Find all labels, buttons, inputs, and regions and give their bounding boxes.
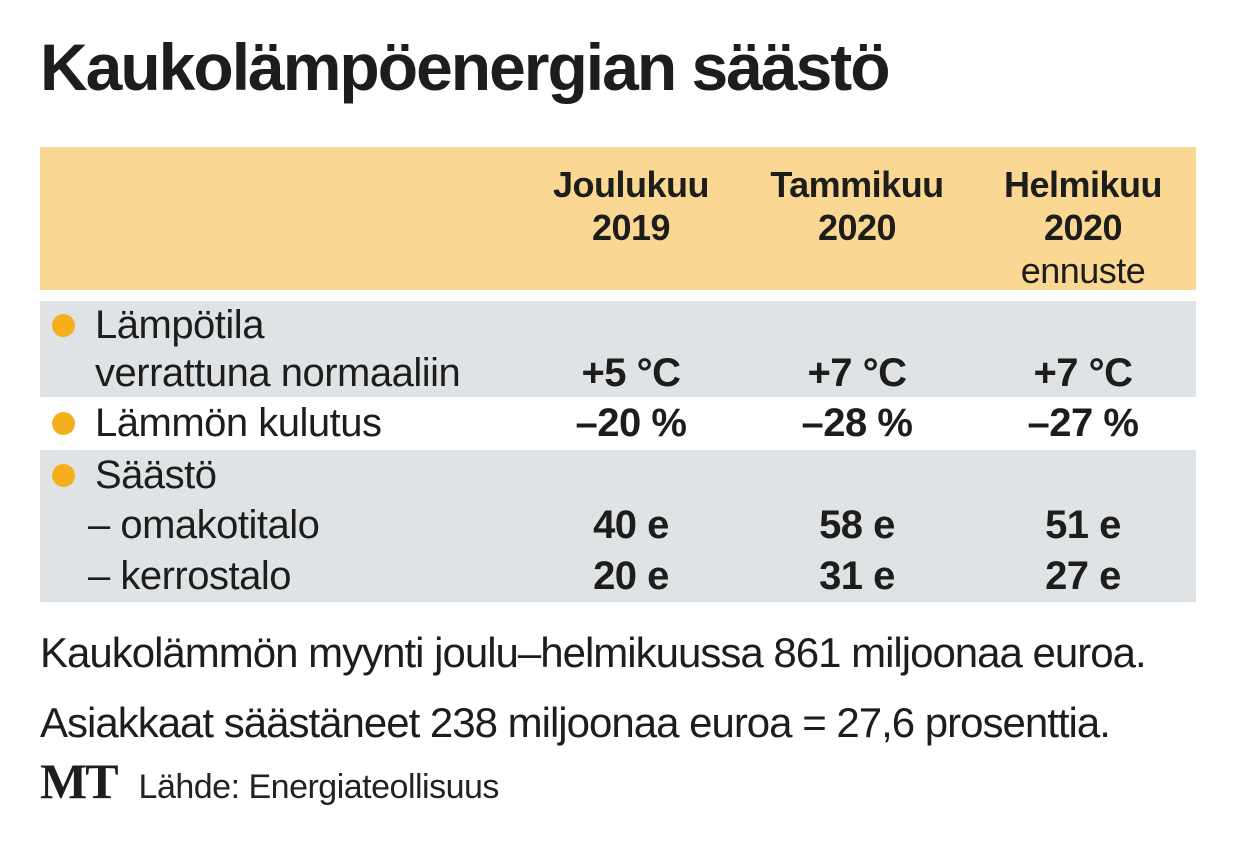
row-label-text: Lämpötila — [95, 302, 264, 347]
value-cell: +5 °C — [581, 350, 681, 395]
row-label-line1: Lämpötila — [40, 303, 518, 348]
column-year-label: 2019 — [591, 207, 671, 248]
value-cell: –28 % — [801, 401, 913, 445]
row-savings: Säästö – omakotitalo 40 e 58 e 51 e – ke… — [40, 450, 1196, 602]
subrow-label-omakotitalo: – omakotitalo — [40, 503, 518, 548]
page-title: Kaukolämpöenergian säästö — [40, 30, 891, 104]
subrow-label-kerrostalo: – kerrostalo — [40, 554, 518, 599]
source-label: Lähde: Energiateollisuus — [138, 768, 500, 806]
row-consumption: Lämmön kulutus –20 % –28 % –27 % — [40, 397, 1196, 450]
row-label-text: Lämmön kulutus — [95, 401, 382, 445]
bullet-icon — [52, 463, 75, 487]
mt-logo: MT — [40, 753, 119, 809]
column-header-joulukuu-2019: Joulukuu 2019 — [518, 147, 744, 249]
bullet-icon — [52, 313, 75, 337]
column-month-label: Tammikuu — [770, 164, 944, 205]
row-label: Lämmön kulutus — [40, 401, 518, 446]
value-cell: 51 e — [1045, 502, 1121, 547]
summary-line-2: Asiakkaat säästäneet 238 miljoonaa euroa… — [40, 699, 1111, 746]
value-cell: 20 e — [593, 553, 669, 598]
value-cell: 31 e — [819, 553, 895, 598]
value-cell: +7 °C — [1033, 350, 1133, 395]
column-header-tammikuu-2020: Tammikuu 2020 — [744, 147, 970, 249]
summary-notes: Kaukolämmön myynti joulu–helmikuussa 861… — [40, 618, 1147, 758]
value-cell: 40 e — [593, 502, 669, 547]
summary-line-1: Kaukolämmön myynti joulu–helmikuussa 861… — [40, 629, 1147, 676]
column-month-label: Joulukuu — [553, 164, 710, 205]
value-cell: 27 e — [1045, 553, 1121, 598]
column-month-label: Helmikuu — [1003, 164, 1163, 205]
row-label-text: Säästö — [95, 452, 217, 497]
value-cell: –20 % — [575, 401, 687, 445]
column-year-label: 2020 — [1043, 207, 1123, 248]
column-forecast-label: ennuste — [1020, 250, 1146, 291]
row-label-text: – kerrostalo — [88, 553, 291, 598]
value-cell: –27 % — [1027, 401, 1139, 445]
value-cell: 58 e — [819, 502, 895, 547]
row-label-text: verrattuna normaaliin — [95, 350, 461, 395]
row-label-line2: verrattuna normaaliin — [40, 351, 518, 396]
table-header-band: Joulukuu 2019 Tammikuu 2020 Helmikuu 202… — [40, 147, 1196, 292]
row-label-text: – omakotitalo — [88, 502, 320, 547]
header-spacer — [40, 147, 518, 163]
value-cell: +7 °C — [807, 350, 907, 395]
column-header-helmikuu-2020: Helmikuu 2020 ennuste — [970, 147, 1196, 292]
footer: MT Lähde: Energiateollisuus — [40, 752, 499, 810]
bullet-icon — [52, 412, 75, 435]
column-year-label: 2020 — [817, 207, 897, 248]
row-label: Säästö — [40, 453, 518, 498]
row-temperature: Lämpötila verrattuna normaaliin +5 °C +7… — [40, 301, 1196, 397]
